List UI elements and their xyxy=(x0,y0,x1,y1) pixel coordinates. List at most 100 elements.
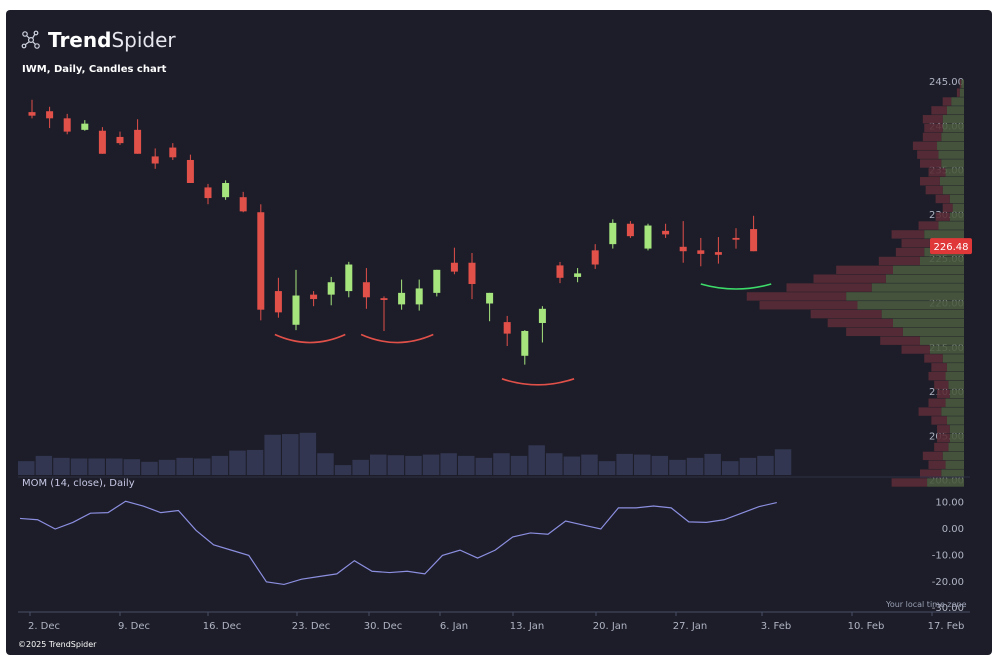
candle-body[interactable] xyxy=(310,294,318,300)
candle-body[interactable] xyxy=(134,129,142,154)
candle-body[interactable] xyxy=(327,282,335,295)
volume-profile-up-bar xyxy=(919,336,964,345)
pattern-arc-red xyxy=(360,333,434,344)
volume-profile-up-bar xyxy=(945,398,964,407)
candle-body[interactable] xyxy=(63,118,71,132)
volume-bar xyxy=(774,449,792,475)
volume-profile-up-bar xyxy=(941,132,964,142)
candle-body[interactable] xyxy=(239,197,247,212)
volume-profile-down-bar xyxy=(891,230,925,239)
volume-profile-up-bar xyxy=(942,185,964,195)
volume-profile-down-bar xyxy=(935,194,950,204)
volume-profile-up-bar xyxy=(929,345,964,354)
candle-body[interactable] xyxy=(538,308,546,323)
candle-body[interactable] xyxy=(46,111,54,119)
time-axis-tick: 30. Dec xyxy=(364,621,402,632)
time-axis-tick: 13. Jan xyxy=(510,621,545,632)
volume-profile-down-bar xyxy=(934,380,949,390)
volume-profile-down-bar xyxy=(931,416,947,425)
volume-profile-up-bar xyxy=(942,354,964,363)
candle-body[interactable] xyxy=(609,222,617,245)
volume-profile-up-bar xyxy=(948,442,964,452)
volume-profile-up-bar xyxy=(927,478,964,487)
candle-body[interactable] xyxy=(398,292,406,305)
candle-body[interactable] xyxy=(169,147,177,158)
candle-body[interactable] xyxy=(186,159,194,184)
time-axis-tick: 23. Dec xyxy=(292,621,330,632)
volume-bar xyxy=(141,461,158,475)
candle-body[interactable] xyxy=(274,291,282,313)
pattern-arc-red xyxy=(501,378,575,386)
volume-profile-down-bar xyxy=(935,212,950,221)
candle-body[interactable] xyxy=(450,262,458,272)
volume-profile-up-bar xyxy=(893,318,964,328)
candle-body[interactable] xyxy=(98,130,106,154)
candle-body[interactable] xyxy=(204,187,212,199)
brand-name-light: Spider xyxy=(111,28,176,52)
volume-profile-down-bar xyxy=(942,97,952,106)
volume-profile-down-bar xyxy=(919,159,942,168)
volume-profile-down-bar xyxy=(813,274,886,283)
candle-body[interactable] xyxy=(732,237,740,240)
volume-profile-down-bar xyxy=(827,318,893,328)
candle-body[interactable] xyxy=(468,262,476,285)
candle-body[interactable] xyxy=(662,230,670,235)
volume-profile-down-bar xyxy=(810,309,882,319)
candle-body[interactable] xyxy=(362,282,370,298)
volume-bar xyxy=(299,432,317,475)
candle-body[interactable] xyxy=(750,229,758,252)
candle-body[interactable] xyxy=(556,265,564,278)
candle-body[interactable] xyxy=(521,330,529,356)
candle-body[interactable] xyxy=(697,250,705,254)
candle-body[interactable] xyxy=(345,264,353,292)
volume-bar xyxy=(651,455,669,475)
candle-body[interactable] xyxy=(714,252,722,255)
candle-body[interactable] xyxy=(486,292,494,304)
candle-body[interactable] xyxy=(222,183,230,198)
volume-bar xyxy=(704,453,721,475)
candle-body[interactable] xyxy=(81,123,89,130)
volume-bar xyxy=(422,454,440,475)
candle-body[interactable] xyxy=(644,225,652,249)
candle-body[interactable] xyxy=(626,223,634,237)
volume-bar xyxy=(88,458,105,475)
volume-profile-up-bar xyxy=(951,97,964,106)
volume-profile-down-bar xyxy=(912,141,938,150)
volume-bar xyxy=(616,453,633,475)
candle-body[interactable] xyxy=(257,212,265,310)
volume-bar xyxy=(176,457,193,475)
timezone-note: Your local time zone xyxy=(886,600,967,609)
candle-body[interactable] xyxy=(679,246,687,252)
volume-profile-up-bar xyxy=(945,460,964,469)
candle-body[interactable] xyxy=(415,288,423,305)
candle-body[interactable] xyxy=(292,295,300,325)
volume-profile-down-bar xyxy=(925,185,943,195)
momentum-axis-tick: 10.00 xyxy=(935,498,964,509)
volume-profile-up-bar xyxy=(938,221,964,230)
volume-profile-up-bar xyxy=(949,194,964,204)
candle-body[interactable] xyxy=(28,112,36,116)
candle-body[interactable] xyxy=(151,156,159,164)
volume-profile-down-bar xyxy=(919,177,940,186)
volume-profile-down-bar xyxy=(786,283,872,292)
volume-profile-up-bar xyxy=(945,168,964,177)
candle-body[interactable] xyxy=(591,250,599,265)
candle-body[interactable] xyxy=(116,136,124,144)
volume-profile-down-bar xyxy=(880,336,920,345)
candle-body[interactable] xyxy=(574,273,582,277)
volume-profile-down-bar xyxy=(937,389,950,399)
volume-profile-up-bar xyxy=(959,88,964,97)
volume-profile-up-bar xyxy=(941,469,964,478)
volume-bar xyxy=(370,454,387,475)
volume-profile-down-bar xyxy=(901,345,930,354)
candle-body[interactable] xyxy=(503,322,511,334)
brand-name-bold: Trend xyxy=(48,28,112,52)
volume-bar xyxy=(493,453,510,475)
time-axis-tick: 16. Dec xyxy=(203,621,241,632)
candle-body[interactable] xyxy=(433,269,441,293)
volume-profile-down-bar xyxy=(928,460,946,469)
candle-body[interactable] xyxy=(380,298,388,300)
volume-bar xyxy=(229,450,246,475)
volume-bar xyxy=(739,457,757,475)
chart-canvas[interactable]: 245.00240.00235.00230.00225.00220.00215.… xyxy=(6,10,992,655)
